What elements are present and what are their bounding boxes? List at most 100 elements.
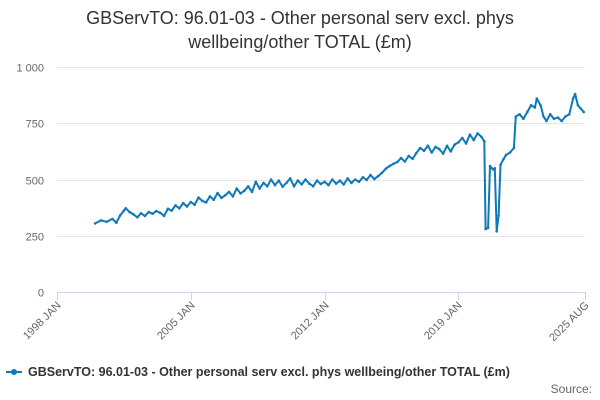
data-point <box>415 151 418 155</box>
data-point <box>128 210 131 214</box>
data-point <box>411 157 414 161</box>
x-tick-label: 2012 JAN <box>289 300 332 343</box>
plot-area <box>93 92 585 233</box>
data-point <box>512 146 516 150</box>
data-point <box>396 160 399 164</box>
y-tick-label: 0 <box>38 288 44 300</box>
data-point <box>304 178 307 181</box>
data-point <box>568 113 571 116</box>
data-point <box>155 209 158 213</box>
data-point <box>476 132 479 135</box>
data-point <box>319 182 323 186</box>
data-point <box>223 194 227 197</box>
data-point <box>388 164 391 168</box>
legend[interactable]: GBServTO: 96.01-03 - Other personal serv… <box>6 365 510 379</box>
data-point <box>491 168 495 171</box>
data-point <box>504 153 508 157</box>
data-point <box>262 181 265 185</box>
data-point <box>166 207 170 211</box>
data-point <box>235 187 238 190</box>
data-point <box>438 147 441 151</box>
data-point <box>514 115 518 118</box>
data-point <box>542 115 545 118</box>
data-point <box>208 195 212 198</box>
data-point <box>449 150 453 153</box>
data-point <box>353 178 357 181</box>
data-point <box>170 209 173 212</box>
data-point <box>243 189 246 193</box>
data-point <box>118 214 122 217</box>
x-axis: 1998 JAN 2005 JAN 2012 JAN 2019 JAN 2025 AUG <box>21 292 592 344</box>
data-point <box>502 158 505 161</box>
data-point <box>539 104 542 107</box>
data-point <box>380 171 384 175</box>
data-point <box>579 107 583 110</box>
data-point <box>422 149 426 152</box>
data-point <box>418 146 422 150</box>
data-point <box>227 190 231 194</box>
data-point <box>147 210 151 214</box>
data-point <box>296 179 300 182</box>
data-point <box>560 119 563 123</box>
data-point <box>174 204 177 207</box>
data-point <box>300 183 304 186</box>
data-point <box>392 162 395 166</box>
data-point <box>350 181 353 185</box>
data-point <box>239 192 242 195</box>
data-point <box>426 144 430 148</box>
data-point <box>204 201 208 204</box>
data-point <box>281 185 284 188</box>
data-point <box>346 177 349 180</box>
data-point <box>308 182 311 185</box>
data-point <box>273 183 277 187</box>
data-point <box>486 226 490 230</box>
data-point <box>533 106 537 109</box>
data-point <box>529 104 533 107</box>
data-point <box>373 177 376 181</box>
data-point <box>246 185 250 188</box>
data-point <box>189 200 193 204</box>
data-point <box>399 156 403 160</box>
data-point <box>407 154 411 158</box>
data-point <box>254 180 258 184</box>
data-point <box>269 178 273 181</box>
data-point <box>468 133 472 136</box>
data-point <box>331 178 334 181</box>
x-tick-label: 2019 JAN <box>422 300 465 343</box>
source-label: Source: <box>550 382 592 396</box>
grid-lines <box>57 67 585 237</box>
data-point <box>197 196 200 199</box>
y-tick-label: 1 000 <box>16 63 44 75</box>
data-point <box>311 185 315 188</box>
data-point <box>564 115 567 118</box>
data-point <box>573 92 577 96</box>
data-point <box>181 201 185 205</box>
data-point <box>258 187 261 190</box>
data-point <box>484 227 487 231</box>
chart-title: GBServTO: 96.01-03 - Other personal serv… <box>0 6 600 54</box>
data-point <box>556 116 560 119</box>
data-point <box>288 177 292 180</box>
data-point <box>338 179 342 182</box>
data-point <box>535 97 539 100</box>
series-line <box>94 93 585 233</box>
data-point <box>193 203 196 206</box>
data-point <box>445 144 449 148</box>
data-point <box>132 213 135 216</box>
data-point <box>334 182 338 185</box>
data-point <box>430 151 434 154</box>
x-tick-label: 1998 JAN <box>21 300 64 343</box>
data-point <box>526 110 529 114</box>
data-point <box>342 183 346 186</box>
data-point <box>480 135 483 139</box>
data-point <box>111 217 114 221</box>
data-point <box>124 207 128 210</box>
data-point <box>576 104 580 107</box>
data-point <box>441 152 445 155</box>
data-point <box>522 117 525 121</box>
data-point <box>327 183 330 187</box>
y-axis: 0 250 500 750 1 000 <box>16 63 44 300</box>
data-point <box>93 222 97 225</box>
data-point <box>369 173 372 177</box>
data-point <box>365 178 369 182</box>
